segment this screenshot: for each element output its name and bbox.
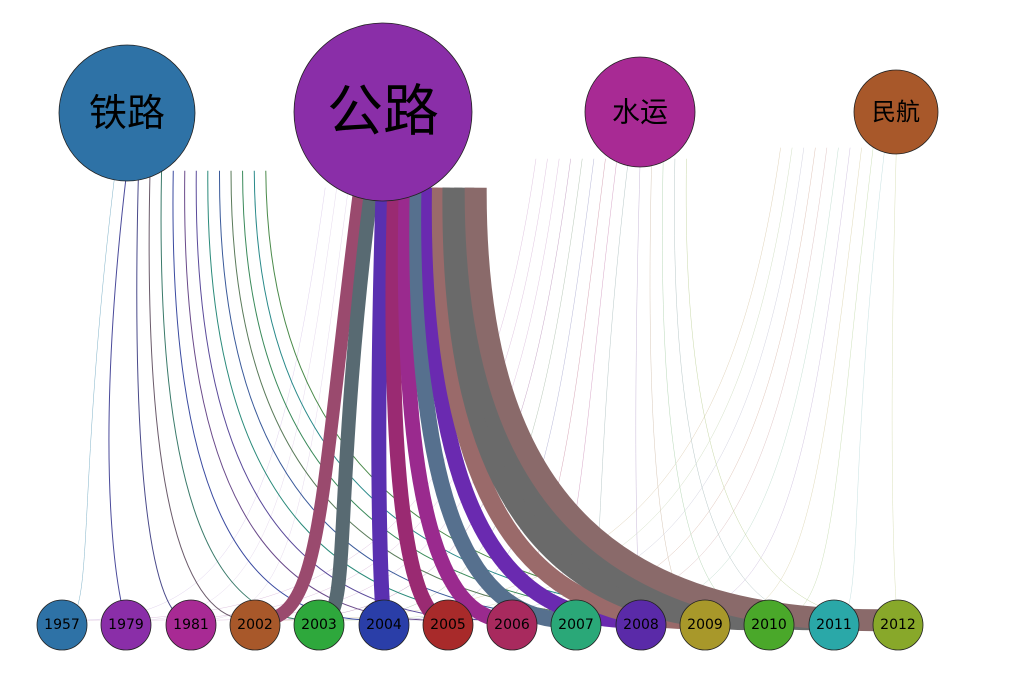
- year-node-label: 2010: [751, 617, 787, 633]
- mode-node-rail[interactable]: 铁路: [58, 44, 196, 182]
- year-node-2002[interactable]: 2002: [229, 599, 281, 651]
- link-rail-y1979: [108, 170, 128, 621]
- mode-node-label: 水运: [612, 96, 668, 129]
- year-node-circle: [358, 599, 410, 651]
- year-node-circle: [872, 599, 924, 651]
- year-node-label: 2011: [816, 617, 852, 633]
- year-node-2007[interactable]: 2007: [550, 599, 602, 651]
- nodes-layer: 铁路 公路 水运 民航 1957 1979 1981 2002 2003 2004 2005 2006…: [36, 22, 939, 651]
- year-node-1957[interactable]: 1957: [36, 599, 88, 651]
- year-node-label: 1957: [44, 617, 80, 633]
- year-node-2004[interactable]: 2004: [358, 599, 410, 651]
- year-node-circle: [229, 599, 281, 651]
- link-road-y2007: [409, 187, 577, 629]
- link-road-y1981: [190, 187, 349, 621]
- mode-node-air[interactable]: 民航: [853, 69, 939, 155]
- link-road-y2006: [397, 187, 513, 628]
- year-node-label: 1981: [173, 617, 209, 633]
- mode-node-circle: [853, 69, 939, 155]
- link-water-y2012: [685, 158, 899, 621]
- year-node-circle: [486, 599, 538, 651]
- year-node-label: 2002: [237, 617, 273, 633]
- year-node-label: 2007: [558, 617, 594, 633]
- mode-node-label: 公路: [327, 80, 439, 145]
- year-node-circle: [679, 599, 731, 651]
- year-node-2005[interactable]: 2005: [422, 599, 474, 651]
- year-node-label: 2009: [687, 617, 723, 633]
- links-layer: [61, 147, 899, 632]
- year-node-2008[interactable]: 2008: [615, 599, 667, 651]
- year-node-1979[interactable]: 1979: [100, 599, 152, 651]
- year-node-2006[interactable]: 2006: [486, 599, 538, 651]
- link-road-y2002: [254, 186, 367, 627]
- link-air-y2009: [704, 147, 862, 621]
- link-water-y2010: [662, 158, 770, 621]
- year-node-label: 2004: [366, 617, 402, 633]
- year-node-circle: [165, 599, 217, 651]
- link-air-y2011: [833, 147, 886, 621]
- mode-node-road[interactable]: 公路: [293, 22, 473, 202]
- year-node-label: 1979: [108, 617, 144, 633]
- mode-node-circle: [584, 56, 696, 168]
- year-node-circle: [422, 599, 474, 651]
- year-node-circle: [615, 599, 667, 651]
- link-road-y2004: [371, 187, 392, 628]
- year-node-2010[interactable]: 2010: [743, 599, 795, 651]
- year-node-label: 2012: [880, 617, 916, 633]
- year-node-circle: [36, 599, 88, 651]
- mode-node-label: 民航: [872, 98, 920, 126]
- year-node-2011[interactable]: 2011: [808, 599, 860, 651]
- mode-node-circle: [293, 22, 473, 202]
- mode-node-water[interactable]: 水运: [584, 56, 696, 168]
- mode-node-label: 铁路: [89, 91, 165, 135]
- link-rail-y2003: [160, 170, 320, 621]
- year-node-label: 2008: [623, 617, 659, 633]
- link-air-y2010: [768, 147, 874, 621]
- link-air-y2012: [891, 147, 899, 621]
- link-road-y2003: [317, 186, 379, 628]
- link-rail-y2002: [148, 170, 256, 621]
- year-node-circle: [100, 599, 152, 651]
- year-node-label: 2006: [494, 617, 530, 633]
- year-node-circle: [293, 599, 345, 651]
- year-node-label: 2003: [301, 617, 337, 633]
- year-node-2012[interactable]: 2012: [872, 599, 924, 651]
- year-node-label: 2005: [430, 617, 466, 633]
- link-air-y2008: [640, 147, 851, 621]
- year-node-1981[interactable]: 1981: [165, 599, 217, 651]
- link-water-y2008: [635, 158, 642, 621]
- year-node-2009[interactable]: 2009: [679, 599, 731, 651]
- year-node-circle: [550, 599, 602, 651]
- mode-node-circle: [58, 44, 196, 182]
- link-rail-y1957: [61, 170, 116, 621]
- year-node-2003[interactable]: 2003: [293, 599, 345, 651]
- year-node-circle: [743, 599, 795, 651]
- link-water-y2009: [649, 158, 706, 621]
- year-node-circle: [808, 599, 860, 651]
- link-water-y2011: [674, 158, 835, 621]
